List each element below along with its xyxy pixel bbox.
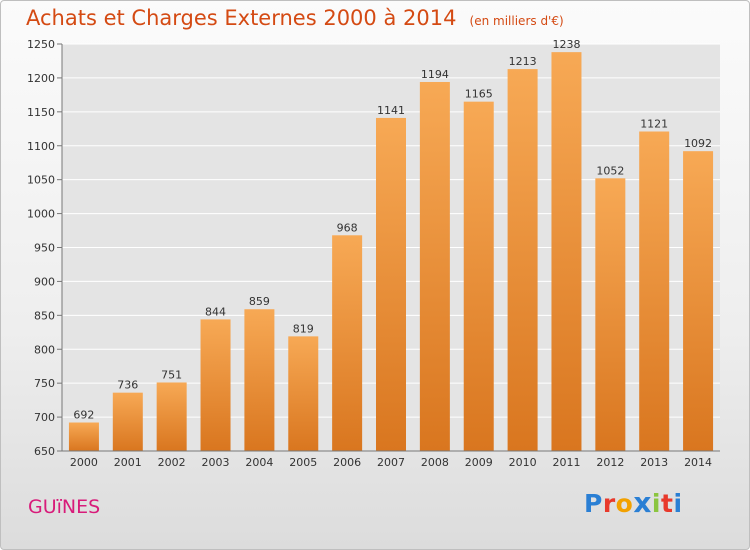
bar-2004 <box>244 309 275 451</box>
bar-value-label: 1238 <box>552 38 580 51</box>
bar-2007 <box>376 117 406 452</box>
x-tick-label: 2004 <box>245 456 273 469</box>
proxiti-logo: Proxiti <box>584 486 683 519</box>
x-tick-label: 2009 <box>465 456 493 469</box>
bar-value-label: 1194 <box>421 68 449 81</box>
commune-name: GUïNES <box>28 496 101 518</box>
y-tick-label: 1200 <box>27 72 55 85</box>
y-tick-label: 800 <box>34 343 55 356</box>
y-tick-label: 1050 <box>27 174 55 187</box>
bar-value-label: 859 <box>249 295 270 308</box>
x-tick-label: 2013 <box>640 456 668 469</box>
x-tick-label: 2012 <box>596 456 624 469</box>
x-tick-label: 2010 <box>509 456 537 469</box>
bar-value-label: 1121 <box>640 118 668 131</box>
bar-value-label: 692 <box>73 409 94 422</box>
y-tick-label: 750 <box>34 377 55 390</box>
bar-2012 <box>595 178 626 451</box>
bar-value-label: 1092 <box>684 137 712 150</box>
bar-2005 <box>288 336 319 451</box>
y-tick-label: 1250 <box>27 38 55 51</box>
bar-value-label: 1213 <box>509 55 537 68</box>
y-tick-label: 1000 <box>27 208 55 221</box>
chart-subtitle: (en milliers d'€) <box>469 14 564 28</box>
bar-2008 <box>419 81 450 451</box>
x-tick-label: 2008 <box>421 456 449 469</box>
bar-2002 <box>156 382 187 451</box>
bar-value-label: 1165 <box>465 88 493 101</box>
y-tick-label: 850 <box>34 309 55 322</box>
bar-2010 <box>507 69 538 452</box>
x-axis: 2000 2001 2002 2003 2004 2005 2006 2007 2008 2009… <box>62 450 720 469</box>
x-tick-label: 2002 <box>158 456 186 469</box>
y-tick-label: 700 <box>34 411 55 424</box>
y-tick-label: 1150 <box>27 106 55 119</box>
chart-title: Achats et Charges Externes 2000 à 2014 <box>26 6 457 30</box>
bars: 692 736 751 844 859 819 968 1141 1194 1165 1213 123… <box>68 38 714 452</box>
x-tick-label: 2006 <box>333 456 361 469</box>
x-tick-label: 2001 <box>114 456 142 469</box>
bar-value-label: 736 <box>117 379 138 392</box>
x-tick-label: 2003 <box>202 456 230 469</box>
chart-title-row: Achats et Charges Externes 2000 à 2014 (… <box>26 6 564 30</box>
y-axis: 650 700 750 800 850 900 950 1000 1050 1100 1150 120… <box>27 38 63 458</box>
y-tick-label: 650 <box>34 445 55 458</box>
bar-2000 <box>68 422 99 451</box>
bar-2009 <box>463 101 494 452</box>
bar-value-label: 1141 <box>377 104 405 117</box>
x-tick-label: 2005 <box>289 456 317 469</box>
x-tick-label: 2007 <box>377 456 405 469</box>
bar-value-label: 819 <box>293 322 314 335</box>
bar-value-label: 1052 <box>596 164 624 177</box>
y-tick-label: 950 <box>34 242 55 255</box>
y-tick-label: 1100 <box>27 140 55 153</box>
bar-value-label: 968 <box>337 221 358 234</box>
bar-2011 <box>551 52 582 451</box>
y-tick-label: 900 <box>34 275 55 288</box>
bar-2014 <box>683 151 714 451</box>
bar-2013 <box>639 131 670 451</box>
bar-2003 <box>200 319 231 451</box>
bar-value-label: 751 <box>161 368 182 381</box>
x-tick-label: 2011 <box>552 456 580 469</box>
x-tick-label: 2000 <box>70 456 98 469</box>
bar-2001 <box>112 392 143 451</box>
x-tick-label: 2014 <box>684 456 712 469</box>
bar-value-label: 844 <box>205 305 226 318</box>
bar-2006 <box>332 235 363 451</box>
